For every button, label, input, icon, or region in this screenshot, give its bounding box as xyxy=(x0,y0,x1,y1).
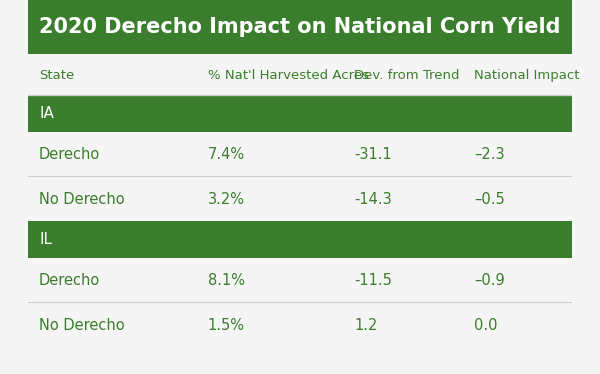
Text: National Impact: National Impact xyxy=(474,69,580,82)
Text: No Derecho: No Derecho xyxy=(39,192,125,207)
Text: 8.1%: 8.1% xyxy=(208,273,245,288)
Text: 2020 Derecho Impact on National Corn Yield: 2020 Derecho Impact on National Corn Yie… xyxy=(39,17,561,37)
Bar xyxy=(28,221,572,258)
Text: -31.1: -31.1 xyxy=(355,147,392,162)
Text: –0.9: –0.9 xyxy=(474,273,505,288)
Text: Derecho: Derecho xyxy=(39,147,100,162)
Text: No Derecho: No Derecho xyxy=(39,318,125,333)
Text: 0.0: 0.0 xyxy=(474,318,497,333)
Text: 3.2%: 3.2% xyxy=(208,192,245,207)
Text: 7.4%: 7.4% xyxy=(208,147,245,162)
Text: IL: IL xyxy=(39,232,52,247)
Text: 1.2: 1.2 xyxy=(355,318,378,333)
Bar xyxy=(28,132,572,176)
Text: State: State xyxy=(39,69,74,82)
Bar xyxy=(28,258,572,302)
Bar xyxy=(28,303,572,347)
Bar xyxy=(28,177,572,221)
Text: -11.5: -11.5 xyxy=(355,273,392,288)
Text: -14.3: -14.3 xyxy=(355,192,392,207)
Text: –0.5: –0.5 xyxy=(474,192,505,207)
Bar xyxy=(28,0,572,54)
Text: Dev. from Trend: Dev. from Trend xyxy=(355,69,460,82)
Text: 1.5%: 1.5% xyxy=(208,318,245,333)
Text: % Nat'l Harvested Acres: % Nat'l Harvested Acres xyxy=(208,69,368,82)
Text: IA: IA xyxy=(39,106,54,121)
Text: Derecho: Derecho xyxy=(39,273,100,288)
Text: –2.3: –2.3 xyxy=(474,147,505,162)
Bar xyxy=(28,56,572,95)
Bar xyxy=(28,95,572,132)
